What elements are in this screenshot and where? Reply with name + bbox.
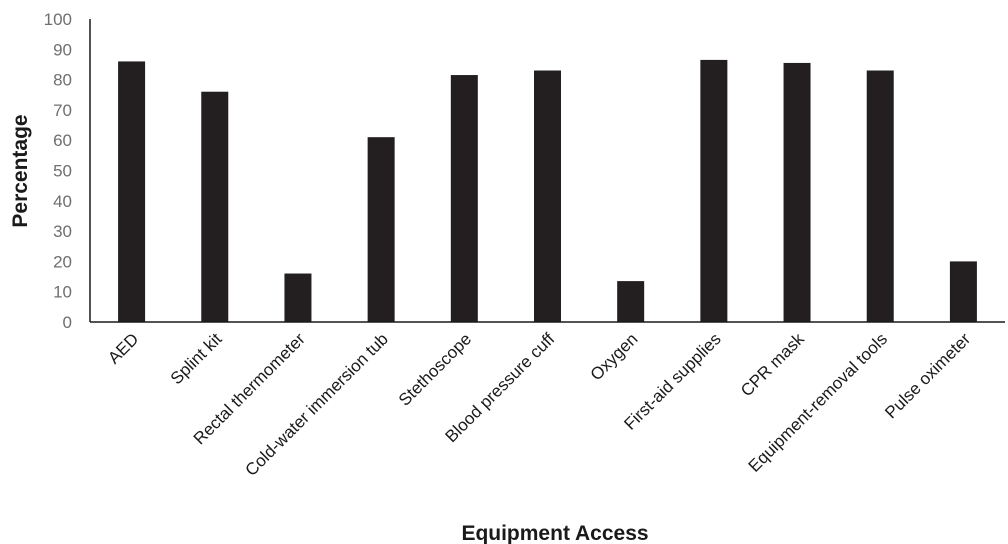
y-tick-label: 80 — [53, 71, 72, 90]
bar — [783, 62, 811, 323]
y-tick-label: 20 — [53, 252, 72, 271]
x-category-label: Stethoscope — [395, 329, 475, 409]
x-category-label: Cold-water immersion tub — [242, 329, 392, 479]
x-category-label: Splint kit — [167, 329, 226, 388]
y-tick-label: 40 — [53, 192, 72, 211]
bar — [700, 59, 728, 322]
x-axis-title: Equipment Access — [461, 522, 648, 544]
y-tick-label: 10 — [53, 283, 72, 302]
x-category-label: Oxygen — [587, 329, 642, 384]
bar — [866, 70, 894, 322]
y-tick-label: 50 — [53, 162, 72, 181]
bar — [284, 273, 312, 322]
bar — [118, 61, 146, 323]
y-tick-label: 100 — [44, 10, 72, 29]
x-category-label: AED — [104, 329, 142, 367]
bar — [949, 261, 977, 322]
y-tick-label: 70 — [53, 101, 72, 120]
bar — [617, 281, 645, 322]
bars — [118, 59, 977, 323]
y-tick-label: 30 — [53, 222, 72, 241]
y-tick-label: 90 — [53, 40, 72, 59]
y-tick-label: 0 — [63, 313, 72, 332]
y-axis-title: Percentage — [9, 114, 32, 227]
y-tick-label: 60 — [53, 131, 72, 150]
x-category-label: Equipment-removal tools — [745, 329, 891, 475]
bar — [450, 75, 478, 323]
x-category-label: CPR mask — [737, 329, 808, 400]
x-category-label: Pulse oximeter — [881, 329, 974, 422]
bar — [367, 137, 395, 322]
y-axis-ticks: 0 10 20 30 40 50 60 70 80 90 100 — [44, 10, 72, 332]
bar — [201, 91, 229, 322]
bar — [534, 70, 561, 322]
